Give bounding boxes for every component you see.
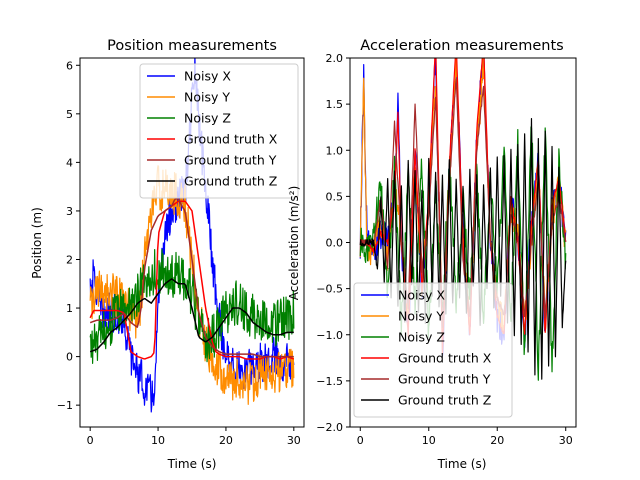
- acceleration-y-tick-label: 0.5: [326, 190, 344, 203]
- acceleration-ticks: 0 10 20 30 −2.0 −1.5 −1.0 −0.5 0.0 0.5 1.0 1.5 2.0: [316, 52, 572, 447]
- acceleration-legend-label: Noisy Z: [398, 330, 445, 345]
- position-y-tick-label: 6: [66, 59, 73, 72]
- position-legend-label: Noisy X: [184, 69, 231, 84]
- position-legend-label: Noisy Z: [184, 111, 231, 126]
- acceleration-legend: Noisy X Noisy Y Noisy Z Ground truth X Groun…: [353, 282, 513, 418]
- position-series-line-5: [89, 198, 294, 358]
- acceleration-x-axis-label: Time (s): [437, 457, 487, 471]
- position-y-tick-label: 5: [66, 108, 73, 121]
- acceleration-x-tick-label: 20: [490, 434, 504, 447]
- acceleration-y-tick-label: −1.0: [316, 329, 343, 342]
- position-legend-label: Ground truth X: [184, 132, 278, 147]
- acceleration-y-tick-label: −1.5: [316, 375, 343, 388]
- position-legend-frame: [139, 63, 299, 199]
- position-x-tick-label: 20: [219, 434, 233, 447]
- position-y-tick-label: 1: [66, 302, 73, 315]
- position-y-tick-label: 0: [66, 351, 73, 364]
- acceleration-legend-label: Ground truth X: [398, 351, 492, 366]
- acceleration-x-tick-label: 0: [357, 434, 364, 447]
- acceleration-axes-frame: [349, 57, 577, 428]
- acceleration-legend-label: Noisy X: [398, 288, 445, 303]
- acceleration-chart-title: Acceleration measurements: [360, 38, 563, 54]
- acceleration-legend-label: Noisy Y: [398, 309, 444, 324]
- position-axes-frame: [79, 57, 305, 428]
- position-y-axis-label: Position (m): [30, 207, 44, 279]
- position-legend-label: Ground truth Y: [184, 153, 277, 168]
- position-chart: Position measurements Time (s) Position …: [30, 38, 305, 471]
- acceleration-y-tick-label: −0.5: [316, 283, 343, 296]
- acceleration-x-tick-label: 30: [559, 434, 573, 447]
- position-y-tick-label: 3: [66, 205, 73, 218]
- position-legend-label: Ground truth Z: [184, 174, 277, 189]
- position-chart-title: Position measurements: [107, 38, 277, 54]
- acceleration-y-tick-label: 2.0: [326, 52, 344, 65]
- position-series-line-3: [89, 248, 295, 364]
- acceleration-y-tick-label: 0.0: [326, 237, 344, 250]
- acceleration-chart: Acceleration measurements Time (s) Accel…: [287, 38, 577, 471]
- acceleration-y-axis-label: Acceleration (m/s²): [287, 186, 301, 301]
- position-legend: Noisy X Noisy Y Noisy Z Ground truth X Groun…: [139, 63, 299, 199]
- acceleration-y-tick-label: −2.0: [316, 421, 343, 434]
- acceleration-series-line-4: [359, 58, 567, 354]
- position-y-tick-label: −1: [57, 399, 73, 412]
- position-x-tick-label: 10: [151, 434, 165, 447]
- acceleration-x-tick-label: 10: [422, 434, 436, 447]
- position-y-tick-label: 2: [66, 253, 73, 266]
- acceleration-y-tick-label: 1.5: [326, 98, 344, 111]
- position-ticks: 0 10 20 30 −1 0 1 2 3 4 5 6: [57, 59, 301, 447]
- position-series-line-4: [89, 200, 295, 360]
- acceleration-legend-label: Ground truth Y: [398, 372, 491, 387]
- position-series-line-2: [89, 165, 295, 406]
- acceleration-y-tick-label: 1.0: [326, 144, 344, 157]
- acceleration-series-line-5: [359, 78, 567, 329]
- position-legend-label: Noisy Y: [184, 90, 230, 105]
- position-x-axis-label: Time (s): [167, 457, 217, 471]
- position-y-tick-label: 4: [66, 156, 73, 169]
- position-x-tick-label: 0: [87, 434, 94, 447]
- acceleration-series-group: [359, 58, 567, 381]
- acceleration-legend-frame: [353, 282, 513, 418]
- acceleration-legend-label: Ground truth Z: [398, 393, 491, 408]
- position-x-tick-label: 30: [287, 434, 301, 447]
- position-series-line-6: [89, 278, 294, 353]
- acceleration-series-line-6: [359, 117, 567, 380]
